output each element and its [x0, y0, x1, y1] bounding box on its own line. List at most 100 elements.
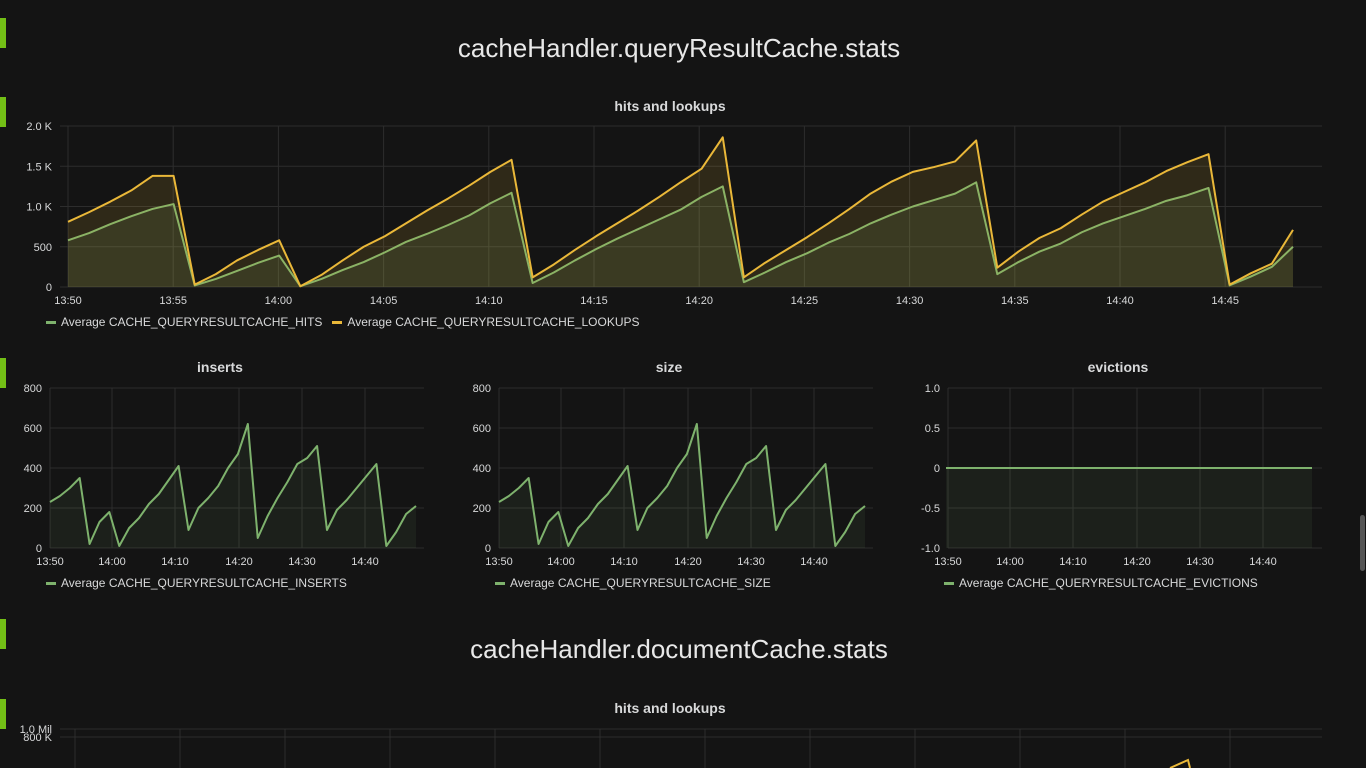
x-tick-label: 14:20 — [1123, 556, 1151, 568]
x-tick-label: 14:00 — [996, 556, 1024, 568]
series-line[interactable] — [498, 423, 866, 547]
series-area — [499, 424, 865, 548]
y-tick-label: 0 — [934, 463, 940, 475]
panel-title[interactable]: evictions — [1087, 359, 1149, 375]
x-tick-label: 13:50 — [36, 556, 64, 568]
x-tick-label: 14:20 — [685, 295, 713, 307]
chart-qrc-evictions[interactable]: -1.0 -0.5 0 0.5 1.0 13:50 14:00 14:10 14:20 14:30… — [898, 377, 1338, 587]
x-tick-label: 13:50 — [54, 295, 82, 307]
x-tick-label: 14:35 — [1001, 295, 1029, 307]
legend-qrc-size: Average CACHE_QUERYRESULTCACHE_SIZE — [495, 576, 781, 590]
legend-swatch — [944, 582, 954, 586]
legend-label[interactable]: Average CACHE_QUERYRESULTCACHE_EVICTIONS — [959, 576, 1258, 590]
panel-title[interactable]: hits and lookups — [614, 700, 726, 716]
legend-swatch — [46, 582, 56, 586]
y-tick-label: 200 — [473, 503, 491, 515]
y-tick-label: 1.0 — [925, 383, 940, 395]
x-tick-label: 14:40 — [351, 556, 379, 568]
x-tick-label: 14:30 — [737, 556, 765, 568]
chart-doc-hits[interactable]: 800 K1.0 Mil — [0, 718, 1340, 768]
chart-qrc-hits[interactable]: 0 500 1.0 K 1.5 K 2.0 K 13:50 13:55 14:00 14:05 1… — [0, 116, 1340, 326]
legend-label[interactable]: Average CACHE_QUERYRESULTCACHE_SIZE — [510, 576, 771, 590]
x-tick-label: 13:55 — [159, 295, 187, 307]
x-tick-label: 14:15 — [580, 295, 608, 307]
y-tick-label: -0.5 — [921, 503, 940, 515]
y-tick-label: 0.5 — [925, 423, 940, 435]
series-line[interactable] — [67, 136, 1294, 288]
y-tick-label: 1.0 K — [26, 202, 52, 214]
x-tick-label: 14:20 — [674, 556, 702, 568]
panel-qrc-hits-and-lookups[interactable]: hits and lookups 0 500 1.0 K 1.5 K 2.0 K 13:5… — [0, 94, 1340, 344]
x-tick-label: 14:20 — [225, 556, 253, 568]
row-marker-5[interactable] — [0, 699, 6, 729]
x-tick-label: 14:00 — [98, 556, 126, 568]
panel-title[interactable]: hits and lookups — [614, 98, 726, 114]
legend-qrc-hits: Average CACHE_QUERYRESULTCACHE_HITS Avera… — [46, 315, 650, 329]
x-tick-label: 14:30 — [1186, 556, 1214, 568]
y-tick-label: 500 — [34, 242, 52, 254]
x-tick-label: 13:50 — [485, 556, 513, 568]
series-area — [946, 468, 1312, 548]
row-marker-1[interactable] — [0, 18, 6, 48]
x-tick-label: 14:25 — [791, 295, 819, 307]
legend-item[interactable]: Average CACHE_QUERYRESULTCACHE_LOOKUPS — [332, 315, 640, 329]
y-tick-label: 800 — [24, 383, 42, 395]
series-area — [68, 137, 1293, 287]
legend-item[interactable]: Average CACHE_QUERYRESULTCACHE_HITS — [46, 315, 322, 329]
x-tick-label: 14:00 — [547, 556, 575, 568]
y-tick-label: 600 — [473, 423, 491, 435]
y-tick-label: 600 — [24, 423, 42, 435]
x-tick-label: 14:05 — [370, 295, 398, 307]
series-area — [50, 424, 416, 548]
section-title-document-cache: cacheHandler.documentCache.stats — [470, 634, 888, 664]
y-tick-label: 1.0 Mil — [20, 724, 52, 736]
row-marker-3[interactable] — [0, 358, 6, 388]
legend-label[interactable]: Average CACHE_QUERYRESULTCACHE_LOOKUPS — [347, 315, 640, 329]
x-tick-label: 14:10 — [610, 556, 638, 568]
x-tick-label: 14:10 — [1059, 556, 1087, 568]
panel-title[interactable]: inserts — [197, 359, 243, 375]
series-line[interactable] — [49, 423, 417, 547]
y-tick-label: 400 — [24, 463, 42, 475]
series-line[interactable] — [1169, 758, 1191, 768]
chart-qrc-size[interactable]: 0 200 400 600 800 13:50 14:00 14:10 14:20 14:30 14… — [449, 377, 889, 587]
x-tick-label: 14:40 — [1249, 556, 1277, 568]
legend-label[interactable]: Average CACHE_QUERYRESULTCACHE_INSERTS — [61, 576, 347, 590]
x-tick-label: 13:50 — [934, 556, 962, 568]
panel-qrc-inserts[interactable]: inserts 0 200 400 600 800 13:50 14:00 14:10 14:2… — [0, 355, 440, 605]
series-line[interactable] — [67, 181, 1294, 288]
section-title-query-result-cache: cacheHandler.queryResultCache.stats — [457, 33, 901, 63]
y-tick-label: 0 — [36, 543, 42, 555]
scrollbar[interactable] — [1360, 515, 1365, 571]
x-tick-label: 14:10 — [475, 295, 503, 307]
x-tick-label: 14:30 — [896, 295, 924, 307]
y-tick-label: 800 — [473, 383, 491, 395]
chart-qrc-inserts[interactable]: 0 200 400 600 800 13:50 14:00 14:10 14:20 14:30 14… — [0, 377, 440, 587]
series-area — [68, 182, 1293, 287]
legend-item[interactable]: Average CACHE_QUERYRESULTCACHE_EVICTIONS — [944, 576, 1258, 590]
row-marker-2[interactable] — [0, 97, 6, 127]
y-tick-label: -1.0 — [921, 543, 940, 555]
x-tick-label: 14:40 — [800, 556, 828, 568]
y-tick-label: 800 K — [23, 732, 52, 744]
y-tick-label: 400 — [473, 463, 491, 475]
panel-doc-hits-and-lookups[interactable]: hits and lookups 800 K 1.0 Mil — [0, 696, 1340, 768]
y-tick-label: 1.5 K — [26, 161, 52, 173]
legend-item[interactable]: Average CACHE_QUERYRESULTCACHE_INSERTS — [46, 576, 347, 590]
legend-swatch — [495, 582, 505, 586]
x-tick-label: 14:45 — [1211, 295, 1239, 307]
y-tick-label: 200 — [24, 503, 42, 515]
panel-title[interactable]: size — [655, 359, 683, 375]
legend-qrc-inserts: Average CACHE_QUERYRESULTCACHE_INSERTS — [46, 576, 357, 590]
row-marker-4[interactable] — [0, 619, 6, 649]
panel-qrc-evictions[interactable]: evictions -1.0 -0.5 0 0.5 1.0 13:50 14:00 14:10… — [898, 355, 1338, 605]
legend-qrc-evictions: Average CACHE_QUERYRESULTCACHE_EVICTIONS — [944, 576, 1268, 590]
legend-item[interactable]: Average CACHE_QUERYRESULTCACHE_SIZE — [495, 576, 771, 590]
legend-label[interactable]: Average CACHE_QUERYRESULTCACHE_HITS — [61, 315, 323, 329]
x-tick-label: 14:00 — [265, 295, 293, 307]
panel-qrc-size[interactable]: size 0 200 400 600 800 13:50 14:00 14:10 14:20 14… — [449, 355, 889, 605]
legend-swatch — [332, 321, 343, 325]
y-tick-label: 0 — [46, 282, 52, 294]
y-tick-label: 0 — [485, 543, 491, 555]
y-tick-label: 2.0 K — [26, 121, 52, 133]
